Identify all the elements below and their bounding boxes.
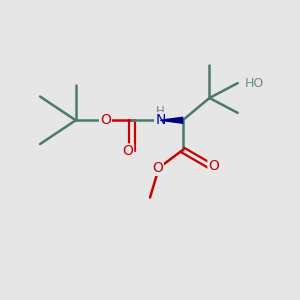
Text: O: O <box>152 161 163 175</box>
Text: HO: HO <box>245 76 264 90</box>
Text: O: O <box>100 113 111 127</box>
Text: N: N <box>155 113 166 127</box>
Text: H: H <box>156 106 165 118</box>
Text: O: O <box>122 145 133 158</box>
Polygon shape <box>160 117 183 123</box>
Text: O: O <box>208 159 219 173</box>
